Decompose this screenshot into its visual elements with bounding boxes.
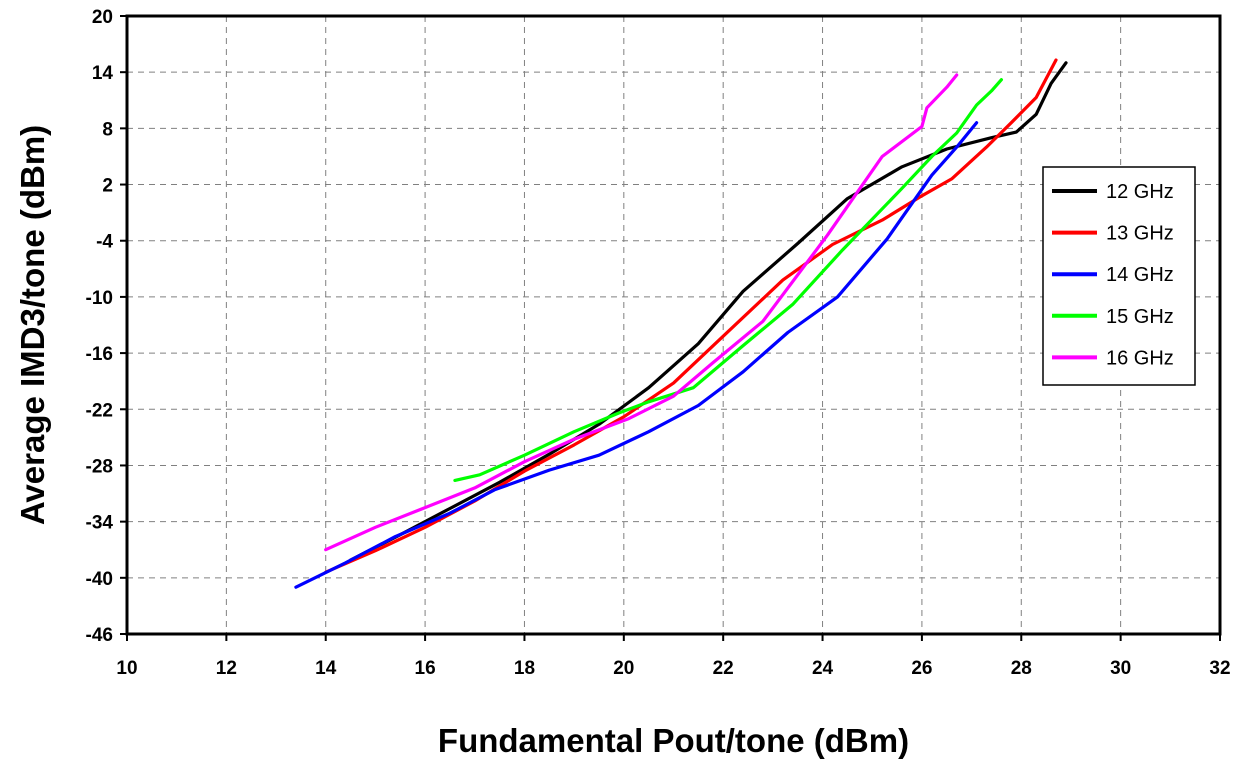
legend-label: 12 GHz xyxy=(1106,181,1174,203)
x-tick-label: 10 xyxy=(116,658,137,679)
legend-label: 15 GHz xyxy=(1106,306,1174,328)
series-line-4 xyxy=(453,78,1003,482)
x-tick-label: 12 xyxy=(216,658,237,679)
y-tick-label: -22 xyxy=(86,400,113,421)
legend-label: 13 GHz xyxy=(1106,223,1174,245)
x-tick-label: 24 xyxy=(812,658,834,679)
series-line-2 xyxy=(324,58,1058,574)
y-tick-label: -16 xyxy=(86,344,113,365)
y-tick-label: 8 xyxy=(102,119,113,140)
legend: 12 GHz 13 GHz 14 GHz 15 GHz 16 GHz xyxy=(1042,166,1196,386)
x-tick-label: 14 xyxy=(315,658,337,679)
series-lines xyxy=(294,58,1068,589)
x-tick-label: 30 xyxy=(1110,658,1131,679)
tick-labels: 10 12 14 16 18 20 22 24 26 28 30 32 20 14 8 2 -4 -10 -16 -2… xyxy=(86,7,1231,679)
y-tick-label: -28 xyxy=(86,456,113,477)
legend-label: 14 GHz xyxy=(1106,264,1174,286)
x-tick-label: 18 xyxy=(514,658,535,679)
plot-area-frame xyxy=(125,14,1222,636)
y-tick-label: -46 xyxy=(86,625,113,646)
y-tick-label: -4 xyxy=(96,232,113,253)
y-tick-label: -40 xyxy=(86,569,113,590)
legend-label: 16 GHz xyxy=(1106,347,1174,369)
series-line-1 xyxy=(349,61,1068,562)
y-tick-label: 14 xyxy=(92,63,114,84)
x-tick-label: 16 xyxy=(415,658,436,679)
y-tick-label: 20 xyxy=(92,7,113,28)
grid xyxy=(127,16,1220,634)
y-tick-label: -10 xyxy=(86,288,113,309)
x-tick-label: 22 xyxy=(713,658,734,679)
x-tick-label: 20 xyxy=(613,658,634,679)
x-tick-label: 32 xyxy=(1209,658,1230,679)
series-line-3 xyxy=(294,121,979,589)
y-tick-label: 2 xyxy=(102,176,113,197)
x-tick-label: 28 xyxy=(1011,658,1032,679)
x-tick-label: 26 xyxy=(911,658,932,679)
series-line-5 xyxy=(324,73,959,552)
x-axis-title: Fundamental Pout/tone (dBm) xyxy=(438,722,909,759)
y-axis-title: Average IMD3/tone (dBm) xyxy=(14,125,51,525)
y-tick-label: -34 xyxy=(86,513,114,534)
